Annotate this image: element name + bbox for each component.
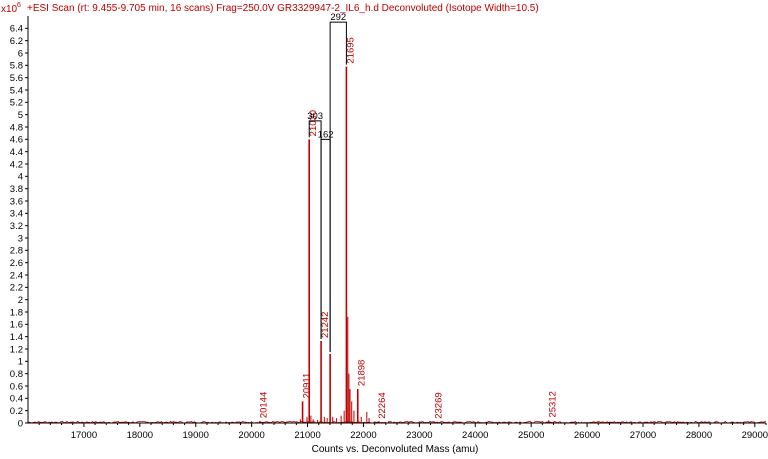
x-tick-label: 21000 xyxy=(294,430,320,441)
y-tick-label: 1.6 xyxy=(10,320,23,331)
x-axis-ticks: 17000 18000 19000 20000 21000 22000 23000 24000… xyxy=(38,423,768,441)
y-tick-label: 5 xyxy=(18,110,23,121)
y-tick-label: 4.6 xyxy=(10,135,23,146)
x-tick-label: 18000 xyxy=(127,430,153,441)
y-tick-label: 0 xyxy=(18,418,23,429)
peak-label-21030: 21030 xyxy=(308,110,319,136)
y-tick-label: 2.2 xyxy=(10,283,23,294)
mass-difference-label: 292 xyxy=(330,12,346,23)
x-tick-label: 27000 xyxy=(630,430,656,441)
y-tick-label: 3.4 xyxy=(10,209,23,220)
y-tick-label: 2.8 xyxy=(10,246,23,257)
x-tick-label: 17000 xyxy=(71,430,97,441)
x-tick-label: 26000 xyxy=(574,430,600,441)
mass-difference-annotations: 303 162 292 xyxy=(307,12,347,352)
y-tick-label: 6.4 xyxy=(10,24,23,35)
x-tick-label: 20000 xyxy=(238,430,264,441)
y-tick-label: 0.4 xyxy=(10,394,23,405)
mass-difference-label: 162 xyxy=(318,129,334,140)
y-scale-exponent: 6 xyxy=(17,2,21,9)
y-tick-label: 2.4 xyxy=(10,270,23,281)
y-tick-label: 3 xyxy=(18,233,23,244)
y-tick-label: 1 xyxy=(18,357,23,368)
y-tick-label: 4.4 xyxy=(10,147,23,158)
x-tick-label: 29000 xyxy=(742,430,768,441)
peak-label-20911: 20911 xyxy=(302,373,313,399)
x-tick-label: 25000 xyxy=(518,430,544,441)
y-tick-label: 3.6 xyxy=(10,196,23,207)
peak-label-21242: 21242 xyxy=(320,312,331,338)
y-tick-label: 1.2 xyxy=(10,344,23,355)
y-tick-label: 6 xyxy=(18,48,23,59)
peak-label-21695: 21695 xyxy=(345,37,356,63)
x-tick-label: 23000 xyxy=(406,430,432,441)
y-tick-label: 4.8 xyxy=(10,122,23,133)
peak-label-20144: 20144 xyxy=(259,392,270,418)
y-tick-label: 3.8 xyxy=(10,184,23,195)
chart-title: +ESI Scan (rt: 9.455-9.705 min, 16 scans… xyxy=(27,3,539,14)
y-tick-label: 4.2 xyxy=(10,159,23,170)
mass-difference-bracket xyxy=(329,21,347,352)
x-tick-label: 28000 xyxy=(686,430,712,441)
y-axis-ticks: 00.20.4 0.60.81 1.21.41.6 1.822.2 2.42.62.8 3… xyxy=(10,24,28,429)
peak-label-23269: 23269 xyxy=(433,392,444,418)
y-tick-label: 2.6 xyxy=(10,258,23,269)
y-scale-base: x10 xyxy=(1,4,18,15)
x-axis-label: Counts vs. Deconvoluted Mass (amu) xyxy=(312,444,479,455)
peak-label-22264: 22264 xyxy=(377,392,388,418)
y-tick-label: 6.2 xyxy=(10,36,23,47)
y-tick-label: 2 xyxy=(18,295,23,306)
x-tick-label: 19000 xyxy=(183,430,209,441)
x-tick-label: 22000 xyxy=(350,430,376,441)
spectrum-trace xyxy=(27,66,767,424)
peak-labels: 20144 20911 21030 21242 21695 21898 22264 23269… xyxy=(259,37,559,419)
y-tick-label: 5.8 xyxy=(10,61,23,72)
mass-difference-label: 303 xyxy=(307,111,323,122)
x-tick-label: 24000 xyxy=(462,430,488,441)
y-tick-label: 3.2 xyxy=(10,221,23,232)
peak-label-21898: 21898 xyxy=(357,360,368,386)
y-tick-label: 4 xyxy=(18,172,23,183)
y-tick-label: 1.8 xyxy=(10,307,23,318)
mass-difference-bracket xyxy=(308,120,322,339)
y-tick-label: 1.4 xyxy=(10,332,23,343)
y-tick-label: 0.6 xyxy=(10,381,23,392)
y-tick-label: 0.2 xyxy=(10,406,23,417)
y-tick-label: 5.6 xyxy=(10,73,23,84)
y-tick-label: 0.8 xyxy=(10,369,23,380)
peak-label-25312: 25312 xyxy=(548,391,559,417)
y-tick-label: 5.2 xyxy=(10,98,23,109)
y-tick-label: 5.4 xyxy=(10,85,23,96)
